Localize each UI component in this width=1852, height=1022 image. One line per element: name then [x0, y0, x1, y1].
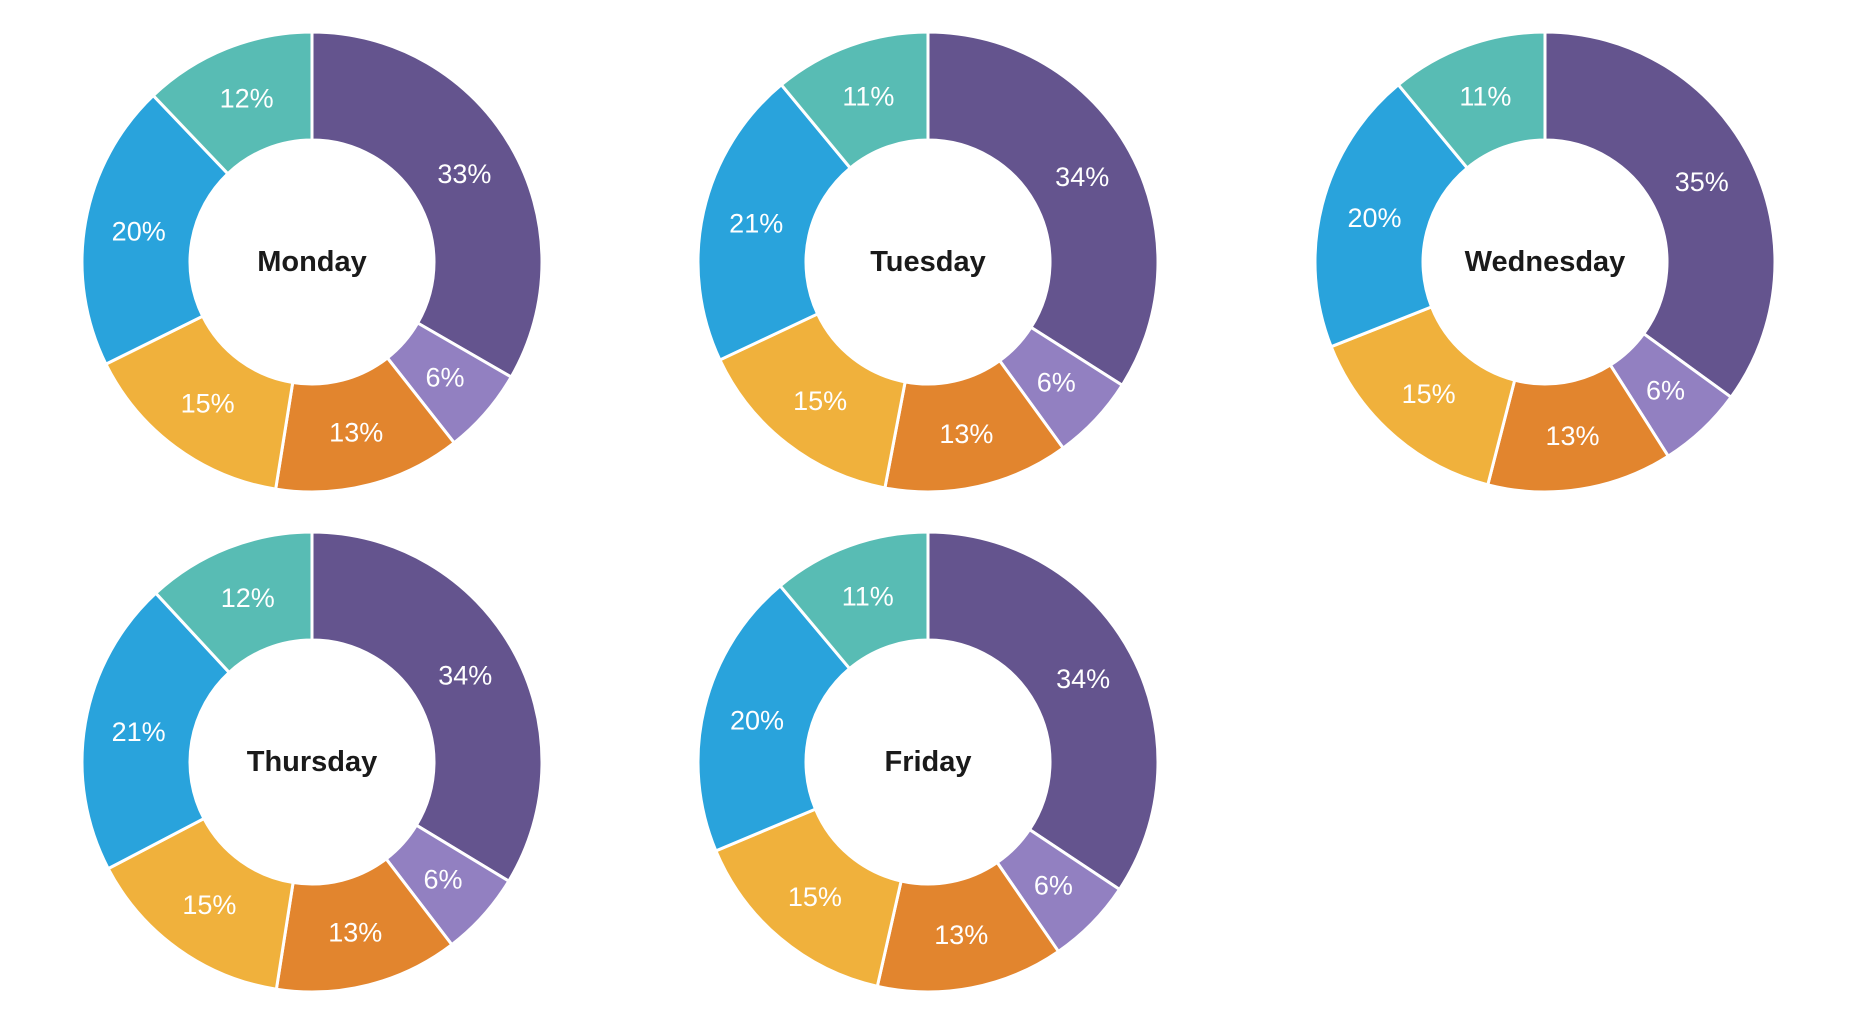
donut-segment-blue — [696, 82, 853, 362]
donut-chart-monday: 33% 6% 13% 15% 20% 12% Monday — [80, 30, 544, 494]
segment-value-label: 34% — [1055, 162, 1109, 192]
segment-value-label: 13% — [328, 918, 382, 948]
segment-value-label: 12% — [220, 84, 274, 114]
chart-title: Friday — [884, 746, 971, 778]
donut-chart-holder-wednesday: 35% 6% 13% 15% 20% 11% Wednesday — [1310, 27, 1780, 497]
segment-value-label: 33% — [437, 159, 491, 189]
donut-segment-dark-purple — [926, 30, 1160, 388]
chart-title: Thursday — [247, 746, 378, 778]
donut-segment-dark-purple — [310, 30, 544, 380]
donut-chart-holder-monday: 33% 6% 13% 15% 20% 12% Monday — [77, 27, 547, 497]
donut-segment-amber — [1329, 304, 1517, 487]
segment-value-label: 6% — [423, 865, 462, 895]
segment-value-label: 20% — [730, 706, 784, 736]
donut-segment-amber — [717, 311, 907, 490]
donut-chart-holder-friday: 34% 6% 13% 15% 20% 11% Friday — [693, 527, 1163, 997]
segment-value-label: 20% — [1347, 203, 1401, 233]
segment-value-label: 21% — [112, 717, 166, 747]
donut-chart-tuesday: 34% 6% 13% 15% 21% 11% Tuesday — [696, 30, 1160, 494]
segment-value-label: 6% — [1646, 375, 1685, 405]
segment-value-label: 15% — [181, 389, 235, 419]
chart-title: Tuesday — [870, 246, 986, 278]
segment-value-label: 13% — [934, 920, 988, 950]
donut-segment-orange — [875, 860, 1061, 994]
donut-chart-friday: 34% 6% 13% 15% 20% 11% Friday — [696, 530, 1160, 994]
donut-segment-blue — [1313, 82, 1470, 349]
segment-value-label: 12% — [221, 583, 275, 613]
donut-segment-amber — [103, 314, 295, 491]
segment-value-label: 15% — [788, 882, 842, 912]
donut-segment-blue — [696, 583, 852, 853]
segment-value-label: 34% — [438, 661, 492, 691]
segment-value-label: 11% — [1459, 81, 1511, 111]
donut-chart-thursday: 34% 6% 13% 15% 21% 12% Thursday — [80, 530, 544, 994]
segment-value-label: 35% — [1675, 167, 1729, 197]
chart-title: Wednesday — [1465, 246, 1626, 278]
donut-segment-amber — [713, 807, 903, 989]
segment-value-label: 13% — [1545, 421, 1599, 451]
donut-segment-blue — [80, 93, 230, 367]
segment-value-label: 11% — [842, 582, 894, 612]
donut-segment-teal — [153, 530, 314, 675]
donut-segment-dark-purple — [310, 530, 544, 884]
donut-segment-teal — [151, 30, 314, 176]
donut-segment-orange — [273, 355, 457, 494]
segment-value-label: 20% — [112, 216, 166, 246]
segment-value-label: 15% — [1402, 379, 1456, 409]
segment-value-label: 34% — [1056, 664, 1110, 694]
donut-chart-wednesday: 35% 6% 13% 15% 20% 11% Wednesday — [1313, 30, 1777, 494]
donut-segment-dark-purple — [926, 530, 1160, 892]
donut-segment-blue — [80, 591, 232, 871]
segment-value-label: 15% — [793, 386, 847, 416]
donut-chart-holder-tuesday: 34% 6% 13% 15% 21% 11% Tuesday — [693, 27, 1163, 497]
segment-value-label: 6% — [1037, 368, 1076, 398]
donut-segment-dark-purple — [1543, 30, 1777, 400]
segment-value-label: 6% — [1034, 871, 1073, 901]
donut-segment-teal — [779, 30, 930, 171]
donut-chart-holder-thursday: 34% 6% 13% 15% 21% 12% Thursday — [77, 527, 547, 997]
segment-value-label: 21% — [729, 209, 783, 239]
segment-value-label: 15% — [182, 890, 236, 920]
segment-value-label: 13% — [329, 417, 383, 447]
segment-value-label: 6% — [425, 362, 464, 392]
segment-value-label: 13% — [939, 419, 993, 449]
donut-segment-teal — [778, 530, 930, 671]
segment-value-label: 11% — [842, 81, 894, 111]
chart-title: Monday — [257, 246, 367, 278]
donut-segment-teal — [1396, 30, 1547, 171]
